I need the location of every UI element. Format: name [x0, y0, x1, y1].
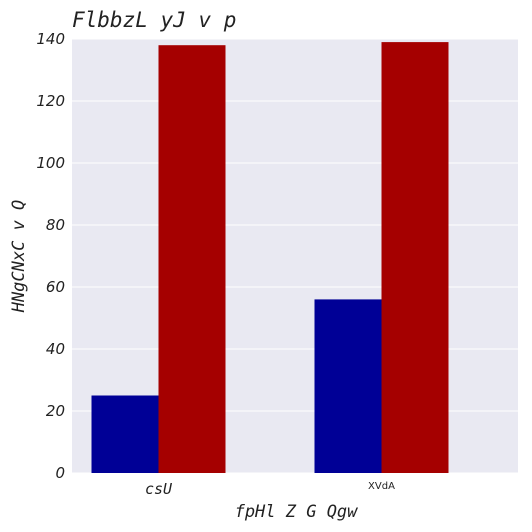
bars — [91, 42, 449, 473]
y-tick-label: 40 — [46, 340, 65, 358]
y-tick-label: 140 — [36, 30, 65, 48]
y-tick-label: 60 — [46, 278, 65, 296]
x-tick-label: csU — [145, 480, 173, 498]
x-tick-labels: csU XVdA — [145, 480, 395, 498]
bar — [314, 299, 382, 473]
chart-title: FlbbzL yJ v p — [72, 8, 236, 32]
y-tick-labels: 0 20 40 60 80 100 120 140 — [36, 30, 65, 482]
y-axis-label: HNgCNxC v Q — [9, 200, 29, 314]
y-tick-label: 120 — [36, 92, 65, 110]
y-tick-label: 20 — [46, 402, 65, 420]
x-tick-label: XVdA — [368, 481, 395, 492]
y-tick-label: 80 — [46, 216, 65, 234]
bar — [158, 45, 226, 473]
bar — [91, 395, 159, 473]
y-tick-label: 100 — [36, 154, 65, 172]
bar — [381, 42, 449, 473]
x-axis-label: fpHl Z G Qgw — [235, 502, 359, 522]
y-tick-label: 0 — [55, 464, 65, 482]
